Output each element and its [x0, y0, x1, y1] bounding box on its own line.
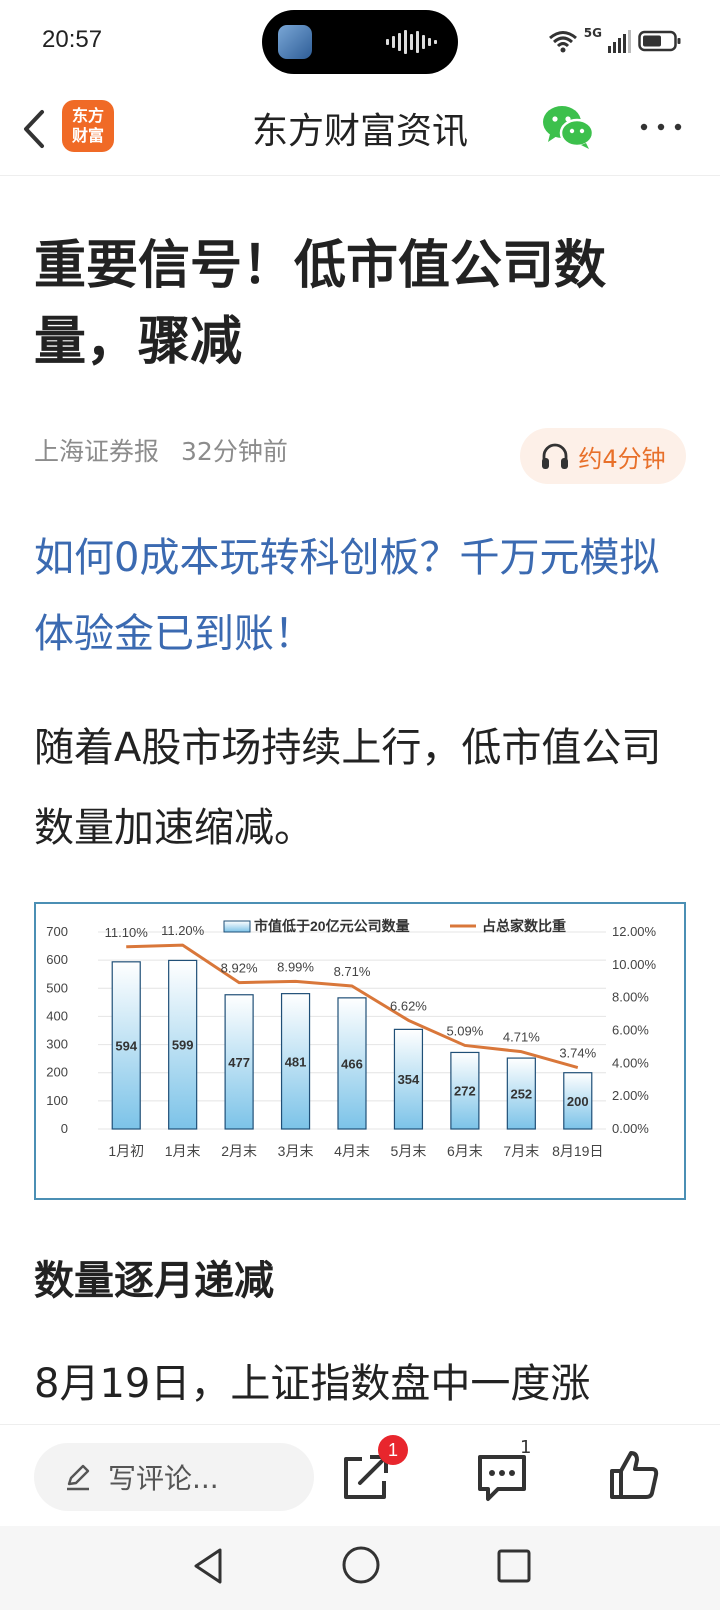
chart-line-label: 8.99%: [277, 959, 314, 974]
chart-x-tick-label: 1月末: [165, 1143, 201, 1159]
chart-y-tick-label: 200: [46, 1065, 68, 1080]
chart-bar-label: 354: [398, 1072, 420, 1087]
chart-line-label: 11.10%: [105, 925, 149, 940]
comment-count: 1: [520, 1437, 532, 1458]
chart: 0 100 200 300 400 500 600 700 0.00% 2.00% 4.00% 6.0…: [34, 902, 686, 1200]
chart-y-tick-label: 400: [46, 1008, 68, 1023]
chart-y-tick-label: 600: [46, 952, 68, 967]
app-logo[interactable]: 东方 财富: [62, 100, 114, 152]
chart-x-tick-label: 5月末: [391, 1143, 427, 1159]
promo-link[interactable]: 如何0成本玩转科创板？千万元模拟体验金已到账！: [34, 535, 660, 657]
chart-bar: [337, 997, 367, 1130]
article-time: 32分钟前: [181, 437, 288, 466]
audio-wave-icon: [386, 30, 437, 54]
chart-bar: [393, 1028, 424, 1130]
chart-bar-label: 200: [567, 1094, 589, 1109]
chart-bar: [506, 1057, 536, 1130]
chart-svg: 0 100 200 300 400 500 600 700 0.00% 2.00% 4.00% 6.0…: [46, 918, 657, 1159]
paragraph-1: 随着A股市场持续上行，低市值公司数量加速缩减。: [34, 725, 662, 851]
signal-icon: [608, 30, 631, 53]
chart-y-tick-label: 0: [61, 1121, 68, 1136]
chart-x-tick-label: 7月末: [503, 1143, 539, 1159]
chart-bar: [563, 1072, 593, 1130]
now-playing-thumbnail: [278, 25, 312, 59]
chart-bar-label: 252: [510, 1087, 532, 1102]
chart-y2-tick-label: 0.00%: [612, 1121, 649, 1136]
chart-x-tick-label: 8月19日: [552, 1143, 603, 1159]
chart-y2-tick-label: 2.00%: [612, 1088, 649, 1103]
wechat-icon[interactable]: [540, 102, 596, 152]
headphones-icon: [542, 443, 569, 469]
chart-bar: [168, 959, 198, 1130]
chart-bar-label: 599: [172, 1038, 194, 1053]
chart-x-tick-label: 1月初: [108, 1143, 144, 1159]
pencil-icon: [67, 1464, 90, 1491]
chart-y2-tick-label: 8.00%: [612, 990, 649, 1005]
chart-bar-label: 272: [454, 1084, 476, 1099]
back-icon[interactable]: [18, 104, 50, 154]
chart-line-label: 5.09%: [446, 1023, 483, 1038]
chart-bar: [111, 961, 141, 1130]
more-icon[interactable]: [638, 112, 684, 142]
chart-line-label: 6.62%: [390, 998, 427, 1013]
chart-y-tick-label: 700: [46, 924, 68, 939]
battery-icon: [638, 30, 681, 52]
chart-bar-label: 594: [115, 1038, 137, 1053]
network-type: 5G: [583, 26, 602, 40]
chart-line-label: 3.74%: [559, 1046, 596, 1061]
bottom-action-bar: 写评论... 1 1: [0, 1424, 720, 1526]
chart-bar-label: 466: [341, 1056, 363, 1071]
article-source[interactable]: 上海证券报: [34, 437, 160, 466]
share-badge: 1: [378, 1435, 408, 1465]
chart-x-tick-label: 4月末: [334, 1143, 370, 1159]
comment-icon[interactable]: [474, 1449, 530, 1505]
chart-line-series: [126, 943, 579, 1070]
nav-home-icon[interactable]: [340, 1544, 382, 1586]
chart-line-label: 8.71%: [334, 964, 371, 979]
nav-back-icon[interactable]: [188, 1544, 228, 1588]
chart-x-tick-label: 6月末: [447, 1143, 483, 1159]
status-icons: 5G: [548, 26, 682, 56]
status-time: 20:57: [42, 26, 103, 53]
chart-bar: [450, 1051, 480, 1130]
legend-bar-swatch: [223, 920, 251, 933]
chart-line-label: 8.92%: [221, 961, 258, 976]
chart-y2-tick-label: 4.00%: [612, 1055, 649, 1070]
dynamic-island[interactable]: [262, 10, 458, 74]
chart-y2-tick-label: 10.00%: [612, 957, 657, 972]
chart-x-tick-label: 3月末: [278, 1143, 314, 1159]
chart-y2-tick-label: 6.00%: [612, 1023, 649, 1038]
system-navigation-bar: [0, 1526, 720, 1610]
listen-button[interactable]: 约4分钟: [520, 428, 686, 484]
article-title: 重要信号！低市值公司数量，骤减: [34, 236, 607, 372]
listen-duration: 约4分钟: [578, 444, 666, 473]
chart-y-tick-label: 300: [46, 1037, 68, 1052]
chart-bar-label: 477: [228, 1055, 250, 1070]
app-header: 东方 财富 东方财富资讯: [0, 84, 720, 176]
chart-bar: [280, 993, 311, 1130]
paragraph-2: 8月19日，上证指数盘中一度涨: [34, 1361, 591, 1407]
logo-line-2: 财富: [71, 126, 104, 145]
legend-bar-label: 市值低于20亿元公司数量: [254, 918, 410, 934]
status-bar: 20:57 5G: [0, 0, 720, 84]
legend-line-label: 占总家数比重: [482, 918, 566, 934]
chart-y-tick-label: 500: [46, 980, 68, 995]
chart-y2-tick-label: 12.00%: [612, 924, 657, 939]
comment-placeholder: 写评论...: [108, 1462, 219, 1495]
chart-bar: [224, 994, 254, 1130]
chart-x-tick-label: 2月末: [221, 1143, 257, 1159]
logo-line-1: 东方: [71, 106, 104, 125]
chart-line-label: 4.71%: [503, 1030, 540, 1045]
comment-input[interactable]: 写评论...: [34, 1443, 314, 1511]
chart-y-tick-label: 100: [46, 1093, 68, 1108]
thumbs-up-icon[interactable]: [606, 1447, 662, 1503]
chart-line-label: 11.20%: [161, 923, 205, 938]
wifi-icon: [548, 31, 577, 53]
article-meta: 上海证券报 32分钟前: [34, 432, 288, 468]
section-heading: 数量逐月递减: [34, 1258, 274, 1304]
nav-recent-apps-icon[interactable]: [494, 1546, 534, 1586]
chart-bar-label: 481: [285, 1054, 307, 1069]
